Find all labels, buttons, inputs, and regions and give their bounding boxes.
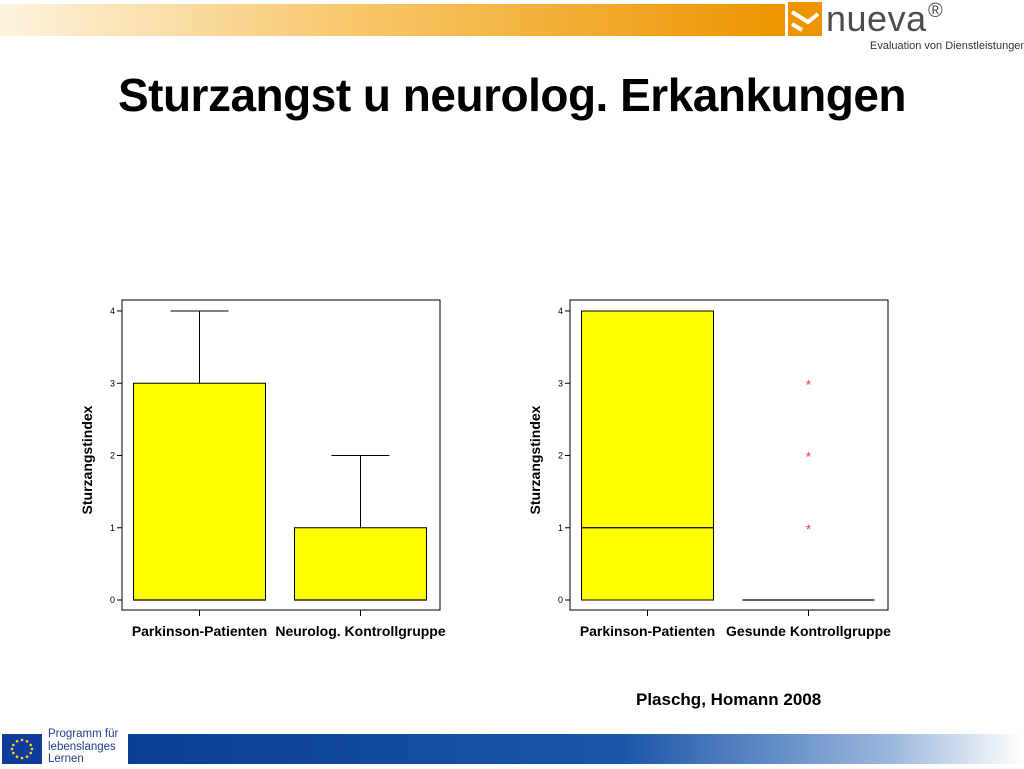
- citation: Plaschg, Homann 2008: [636, 690, 822, 709]
- nueva-logo-mark-icon: [788, 2, 822, 36]
- x-tick-label: Parkinson-Patienten: [132, 623, 267, 639]
- y-tick-label: 2: [558, 451, 563, 461]
- header-gradient-bar: [0, 4, 785, 36]
- x-tick-label: Gesunde Kontrollgruppe: [726, 623, 891, 639]
- y-tick-label: 1: [110, 523, 115, 533]
- outlier-point: *: [806, 376, 812, 392]
- box: [294, 527, 427, 601]
- y-tick-label: 1: [558, 523, 563, 533]
- y-axis-label: Sturzangstindex: [527, 405, 543, 514]
- program-text: Programm für lebenslanges Lernen: [48, 728, 119, 765]
- outlier-point: *: [806, 449, 812, 465]
- y-tick-label: 3: [558, 378, 563, 388]
- y-tick-label: 3: [110, 378, 115, 388]
- boxplot-chart-left: 0 1 2 3 4 Sturzangstindex Parkinson-Patienten N…: [79, 299, 446, 639]
- footer-gradient-bar: [128, 734, 1024, 764]
- outlier-point: *: [806, 521, 812, 537]
- y-tick-label: 0: [110, 595, 115, 605]
- footer: Programm für lebenslanges Lernen: [0, 716, 1024, 768]
- y-tick-label: 2: [110, 451, 115, 461]
- logo-tagline: Evaluation von Dienstleistungen: [870, 40, 1024, 52]
- nueva-logo: nueva ® Evaluation von Dienstleistungen: [786, 0, 1024, 60]
- box: [133, 382, 266, 601]
- logo-registered-mark: ®: [928, 0, 943, 22]
- y-axis-label: Sturzangstindex: [79, 405, 95, 514]
- eu-flag-icon: [2, 734, 42, 764]
- x-tick-label: Parkinson-Patienten: [580, 623, 715, 639]
- y-tick-label: 4: [110, 306, 115, 316]
- logo-brand-name: nueva: [826, 0, 927, 39]
- box: [581, 310, 714, 601]
- slide-title: Sturzangst u neurolog. Erkankungen: [117, 69, 907, 121]
- x-tick-label: Neurolog. Kontrollgruppe: [275, 623, 446, 639]
- y-tick-label: 4: [558, 306, 563, 316]
- y-tick-label: 0: [558, 595, 563, 605]
- boxplot-chart-right: 0 1 2 3 4 Sturzangstindex Parkinson-Patienten G…: [527, 299, 891, 639]
